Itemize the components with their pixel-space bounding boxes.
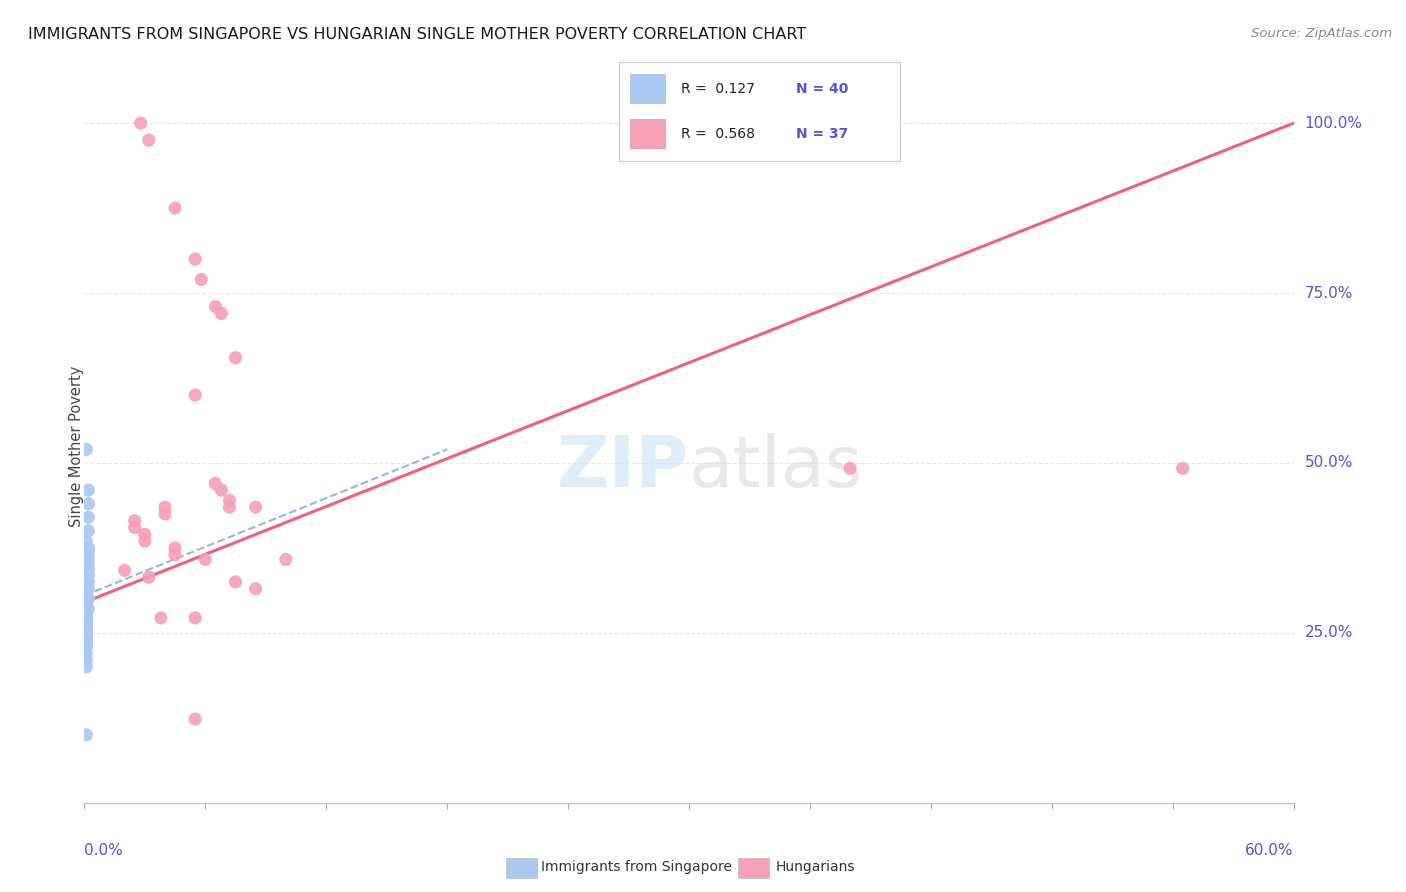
Point xyxy=(75,619,97,633)
Text: 25.0%: 25.0% xyxy=(1305,625,1353,640)
Point xyxy=(1171,461,1194,475)
Point xyxy=(75,565,97,579)
Point xyxy=(75,653,97,667)
Point xyxy=(75,589,97,603)
Text: 75.0%: 75.0% xyxy=(1305,285,1353,301)
Point xyxy=(138,570,160,584)
Point xyxy=(75,636,97,650)
Point xyxy=(190,272,212,286)
Point xyxy=(75,626,97,640)
Point xyxy=(77,544,100,558)
Point xyxy=(204,300,226,314)
Point xyxy=(77,582,100,596)
Point xyxy=(225,574,247,589)
Point xyxy=(138,133,160,147)
Point xyxy=(75,599,97,613)
Point xyxy=(77,602,100,616)
Point xyxy=(77,555,100,569)
Point xyxy=(77,574,100,589)
Text: atlas: atlas xyxy=(689,433,863,502)
Point xyxy=(209,306,232,320)
Text: 50.0%: 50.0% xyxy=(1305,456,1353,470)
Point xyxy=(184,611,207,625)
Point xyxy=(245,582,267,596)
Point xyxy=(77,497,100,511)
Point xyxy=(75,608,97,623)
Text: Hungarians: Hungarians xyxy=(776,860,856,874)
Bar xyxy=(630,120,666,149)
Text: R =  0.127: R = 0.127 xyxy=(681,82,755,96)
Text: 0.0%: 0.0% xyxy=(84,843,124,858)
Point xyxy=(153,500,176,515)
Point xyxy=(75,442,97,457)
Point xyxy=(75,728,97,742)
Point xyxy=(75,606,97,620)
Point xyxy=(75,534,97,549)
Point xyxy=(124,514,146,528)
Text: Source: ZipAtlas.com: Source: ZipAtlas.com xyxy=(1251,27,1392,40)
Point xyxy=(77,551,100,566)
Point xyxy=(184,712,207,726)
Point xyxy=(75,660,97,674)
Point xyxy=(114,563,136,577)
Point xyxy=(75,623,97,637)
Point xyxy=(75,585,97,599)
Y-axis label: Single Mother Poverty: Single Mother Poverty xyxy=(69,366,83,526)
Point xyxy=(218,500,240,515)
Point xyxy=(77,483,100,498)
Point xyxy=(75,632,97,647)
Text: N = 37: N = 37 xyxy=(796,127,848,141)
Text: R =  0.568: R = 0.568 xyxy=(681,127,755,141)
Point xyxy=(134,534,156,549)
Point xyxy=(75,612,97,626)
Point xyxy=(77,591,100,606)
Text: 60.0%: 60.0% xyxy=(1246,843,1294,858)
Text: IMMIGRANTS FROM SINGAPORE VS HUNGARIAN SINGLE MOTHER POVERTY CORRELATION CHART: IMMIGRANTS FROM SINGAPORE VS HUNGARIAN S… xyxy=(28,27,807,42)
Point xyxy=(184,388,207,402)
Point xyxy=(77,510,100,524)
Bar xyxy=(630,74,666,103)
Point xyxy=(77,568,100,582)
Point xyxy=(75,640,97,654)
Point xyxy=(149,611,172,625)
Point xyxy=(153,507,176,521)
Point xyxy=(194,552,217,566)
Point xyxy=(75,572,97,586)
Point xyxy=(75,595,97,609)
Point xyxy=(218,493,240,508)
Point xyxy=(165,548,187,562)
Point xyxy=(75,558,97,572)
Point xyxy=(75,629,97,643)
Text: N = 40: N = 40 xyxy=(796,82,848,96)
Point xyxy=(165,541,187,555)
Point xyxy=(184,252,207,266)
Point xyxy=(124,520,146,534)
Text: ZIP: ZIP xyxy=(557,433,689,502)
Point xyxy=(75,578,97,592)
Point xyxy=(209,483,232,498)
Point xyxy=(245,500,267,515)
Point xyxy=(77,541,100,555)
Point xyxy=(75,615,97,630)
Point xyxy=(165,201,187,215)
Point xyxy=(77,524,100,538)
Point xyxy=(839,461,862,475)
Point xyxy=(225,351,247,365)
Point xyxy=(274,552,297,566)
Point xyxy=(204,476,226,491)
Point xyxy=(75,646,97,660)
Text: 100.0%: 100.0% xyxy=(1305,116,1362,131)
Text: Immigrants from Singapore: Immigrants from Singapore xyxy=(541,860,733,874)
Point xyxy=(77,561,100,575)
Point xyxy=(129,116,152,130)
Point xyxy=(134,527,156,541)
Point xyxy=(75,548,97,562)
